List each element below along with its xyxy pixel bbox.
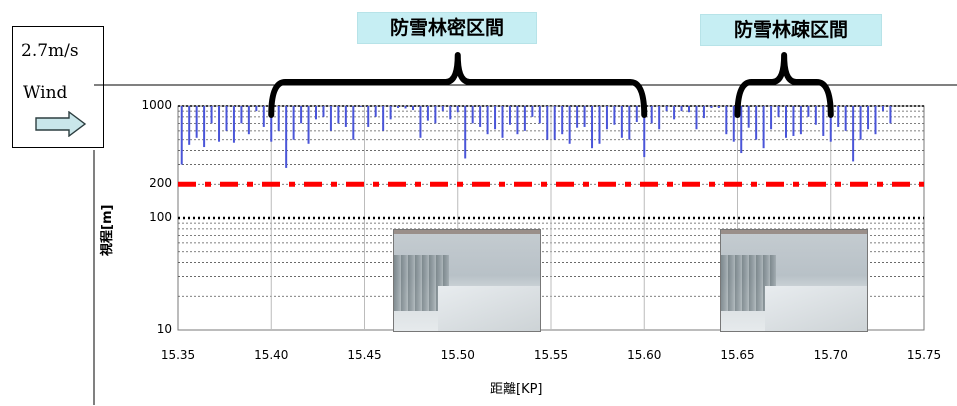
x-tick-label: 15.65 — [720, 348, 755, 362]
y-tick-label: 10 — [156, 322, 172, 336]
x-tick-label: 15.75 — [906, 348, 942, 362]
road-photo-dense — [393, 229, 541, 332]
braces — [268, 52, 834, 118]
x-tick-label: 15.40 — [254, 348, 289, 362]
y-tick-label: 100 — [149, 210, 172, 224]
y-axis-label: 視程[m] — [100, 204, 115, 256]
y-tick-label: 1000 — [141, 98, 172, 112]
wind-arrow-icon — [35, 111, 87, 137]
road-photo-sparse — [720, 229, 868, 332]
x-axis-label: 距離[KP] — [490, 382, 543, 397]
dense-section-label: 防雪林密区間 — [357, 12, 537, 44]
wind-box: 2.7m/s Wind — [12, 26, 104, 148]
sparse-section-label: 防雪林疎区間 — [700, 14, 882, 46]
x-tick-label: 15.70 — [813, 348, 848, 362]
x-tick-label: 15.45 — [347, 348, 382, 362]
x-tick-label: 15.35 — [160, 348, 196, 362]
reference-lines — [178, 181, 924, 220]
x-tick-label: 15.50 — [440, 348, 475, 362]
wind-speed: 2.7m/s — [21, 41, 79, 61]
x-tick-label: 15.60 — [627, 348, 662, 362]
x-tick-label: 15.55 — [533, 348, 569, 362]
section-brace — [734, 52, 834, 118]
section-brace — [268, 52, 648, 118]
bars — [180, 106, 892, 168]
y-tick-label: 200 — [149, 176, 172, 191]
wind-label: Wind — [23, 83, 68, 103]
vertical-gridlines — [270, 106, 832, 330]
